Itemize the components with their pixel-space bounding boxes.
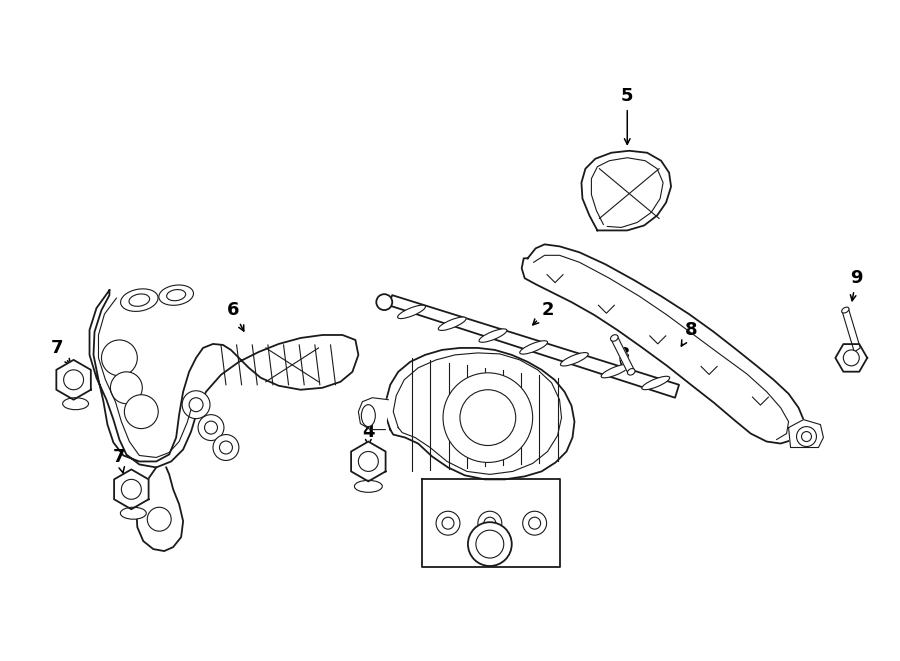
Circle shape	[476, 530, 504, 558]
Ellipse shape	[627, 369, 635, 375]
Circle shape	[111, 372, 142, 404]
Circle shape	[189, 398, 203, 412]
Ellipse shape	[362, 405, 375, 426]
Polygon shape	[788, 420, 824, 447]
Ellipse shape	[561, 352, 589, 366]
Circle shape	[148, 507, 171, 531]
Text: 4: 4	[362, 422, 374, 446]
Circle shape	[443, 373, 533, 463]
Circle shape	[213, 434, 238, 461]
Circle shape	[102, 340, 138, 376]
Circle shape	[468, 522, 512, 566]
Ellipse shape	[642, 376, 670, 390]
Ellipse shape	[519, 340, 547, 354]
Text: 1: 1	[483, 418, 496, 445]
Ellipse shape	[121, 289, 158, 311]
Circle shape	[124, 395, 158, 428]
Circle shape	[358, 451, 378, 471]
Polygon shape	[351, 442, 385, 481]
Circle shape	[204, 421, 218, 434]
Text: 3: 3	[618, 346, 631, 367]
Ellipse shape	[479, 329, 507, 342]
Polygon shape	[835, 344, 868, 371]
Text: 6: 6	[227, 301, 244, 331]
Polygon shape	[57, 360, 91, 400]
Circle shape	[220, 441, 232, 454]
Circle shape	[376, 294, 392, 310]
Text: 8: 8	[681, 321, 698, 346]
Polygon shape	[422, 479, 560, 567]
Circle shape	[484, 517, 496, 529]
Polygon shape	[842, 308, 860, 352]
Ellipse shape	[166, 290, 185, 301]
Text: 2: 2	[533, 301, 554, 325]
Circle shape	[528, 517, 541, 529]
Polygon shape	[581, 151, 671, 231]
Circle shape	[442, 517, 454, 529]
Text: 9: 9	[850, 269, 862, 301]
Ellipse shape	[121, 507, 147, 519]
Text: 5: 5	[621, 87, 634, 144]
Polygon shape	[388, 295, 679, 398]
Circle shape	[64, 370, 84, 390]
Circle shape	[460, 390, 516, 446]
Ellipse shape	[601, 364, 629, 378]
Polygon shape	[385, 348, 574, 479]
Circle shape	[198, 414, 224, 440]
Circle shape	[796, 426, 816, 447]
Circle shape	[843, 350, 860, 366]
Ellipse shape	[158, 285, 194, 305]
Circle shape	[523, 511, 546, 535]
Polygon shape	[114, 469, 148, 509]
Circle shape	[802, 432, 812, 442]
Polygon shape	[522, 245, 804, 444]
Ellipse shape	[63, 398, 88, 410]
Polygon shape	[136, 467, 183, 551]
Text: 7: 7	[113, 448, 126, 473]
Ellipse shape	[610, 334, 618, 341]
Ellipse shape	[842, 307, 849, 313]
Ellipse shape	[398, 305, 426, 319]
Polygon shape	[89, 290, 358, 467]
Ellipse shape	[129, 294, 149, 306]
Polygon shape	[611, 336, 634, 374]
Circle shape	[478, 511, 502, 535]
Polygon shape	[358, 398, 388, 430]
Circle shape	[182, 391, 210, 418]
Circle shape	[436, 511, 460, 535]
Text: 7: 7	[50, 339, 71, 364]
Circle shape	[122, 479, 141, 499]
Ellipse shape	[355, 481, 382, 492]
Ellipse shape	[438, 317, 466, 330]
